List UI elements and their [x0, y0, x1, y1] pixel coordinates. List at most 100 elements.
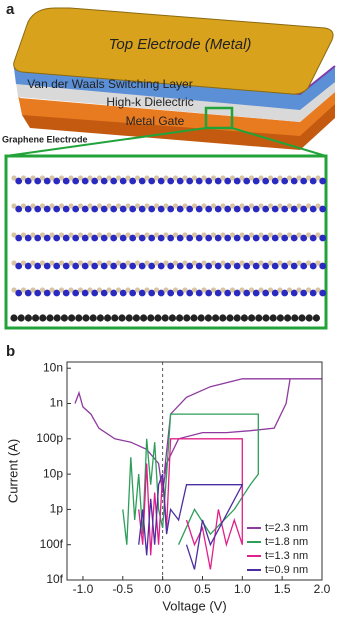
y-tick-label: 1p	[50, 502, 64, 516]
atom	[243, 205, 251, 213]
atom	[157, 177, 165, 185]
atom	[210, 232, 217, 238]
atom	[34, 289, 42, 297]
atom	[205, 289, 213, 297]
atom	[276, 314, 284, 322]
atom	[138, 234, 146, 242]
atom	[315, 175, 321, 181]
atom	[239, 260, 245, 266]
atom	[214, 205, 222, 213]
atom	[258, 203, 264, 209]
atom	[309, 205, 317, 213]
atom	[119, 234, 127, 242]
atom	[286, 232, 293, 238]
atom	[75, 314, 83, 322]
atom	[277, 260, 283, 266]
series-line	[138, 438, 243, 570]
atom	[210, 260, 217, 266]
atom	[72, 289, 80, 297]
atom	[305, 203, 312, 209]
atom	[134, 260, 141, 266]
atom	[195, 262, 203, 270]
atom	[58, 260, 65, 266]
atom	[168, 314, 176, 322]
atom	[144, 287, 150, 293]
atom	[68, 260, 74, 266]
atom	[110, 205, 118, 213]
atom	[281, 262, 289, 270]
atom	[224, 289, 232, 297]
atom	[91, 234, 99, 242]
atom	[201, 287, 207, 293]
atom	[72, 177, 80, 185]
atom	[286, 203, 293, 209]
atom	[15, 289, 23, 297]
switching-layer-label: Van der Waals Switching Layer	[27, 77, 192, 91]
atom	[226, 314, 234, 322]
atom	[233, 205, 241, 213]
atom	[243, 234, 251, 242]
atom	[305, 175, 312, 181]
atom	[233, 234, 241, 242]
atom	[229, 232, 236, 238]
atom	[205, 234, 213, 242]
atom	[267, 232, 274, 238]
atom	[87, 260, 93, 266]
atom	[87, 203, 93, 209]
atom	[163, 232, 169, 238]
atom	[267, 203, 274, 209]
atom	[312, 314, 320, 322]
atom	[115, 287, 122, 293]
atom	[176, 177, 184, 185]
y-tick-label: 100p	[36, 431, 63, 445]
atom	[172, 232, 179, 238]
atom	[296, 175, 302, 181]
atom	[53, 262, 61, 270]
atom	[167, 205, 175, 213]
atom	[252, 262, 260, 270]
atom	[72, 205, 80, 213]
atom	[281, 289, 289, 297]
atom	[30, 232, 36, 238]
atom	[43, 289, 51, 297]
atom	[106, 175, 112, 181]
graphene-label: Graphene Electrode	[2, 134, 88, 144]
x-tick-label: -0.5	[112, 582, 133, 596]
atom	[17, 314, 25, 322]
atom	[167, 289, 175, 297]
atom	[252, 234, 260, 242]
atom	[30, 260, 36, 266]
atom	[176, 234, 184, 242]
atom	[87, 232, 93, 238]
atom	[58, 175, 65, 181]
panel-label: a	[6, 1, 15, 18]
atom	[11, 287, 17, 293]
atom	[53, 289, 61, 297]
x-axis-label: Voltage (V)	[162, 598, 226, 613]
atom	[24, 205, 32, 213]
atom	[81, 177, 89, 185]
atom	[110, 262, 118, 270]
atom	[119, 205, 127, 213]
atom	[233, 177, 241, 185]
atom	[30, 203, 36, 209]
atom	[191, 260, 198, 266]
atom	[220, 175, 226, 181]
y-tick-label: 1n	[50, 396, 63, 410]
atom	[24, 289, 32, 297]
legend-label: t=2.3 nm	[265, 522, 308, 534]
atom	[96, 314, 104, 322]
atom	[49, 232, 55, 238]
top-electrode-label: Top Electrode (Metal)	[109, 36, 252, 53]
atom	[233, 289, 241, 297]
atom	[167, 234, 175, 242]
atom	[309, 177, 317, 185]
atom	[163, 260, 169, 266]
atom	[110, 289, 118, 297]
atom	[81, 262, 89, 270]
atom	[96, 232, 103, 238]
atom	[148, 234, 156, 242]
atom	[229, 260, 236, 266]
atom	[119, 289, 127, 297]
